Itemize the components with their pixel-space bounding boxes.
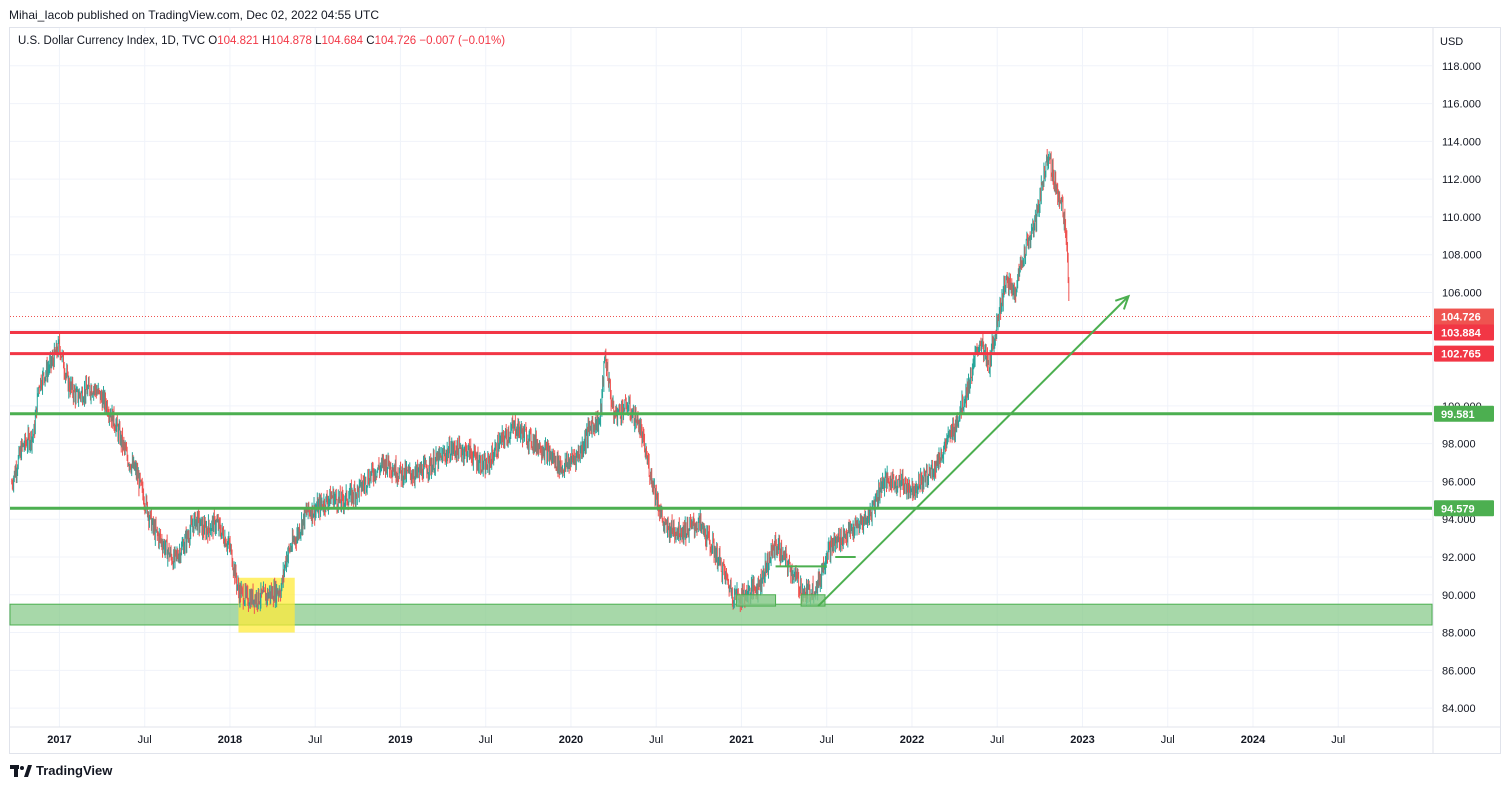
level-tag-red: 103.884 bbox=[1441, 327, 1482, 339]
last-price-tag: 104.726 bbox=[1441, 312, 1481, 324]
time-axis-tick: Jul bbox=[649, 734, 663, 746]
time-axis-tick: Jul bbox=[1161, 734, 1175, 746]
trend-arrow-head bbox=[1114, 294, 1131, 310]
base-box bbox=[735, 594, 777, 607]
time-axis-tick: 2024 bbox=[1241, 734, 1266, 746]
change-value: −0.007 (−0.01%) bbox=[419, 35, 506, 47]
time-axis-tick: 2021 bbox=[729, 734, 753, 746]
time-axis-tick: 2022 bbox=[900, 734, 924, 746]
support-zone-rect bbox=[9, 603, 1433, 626]
level-tag-red-bg bbox=[1434, 345, 1494, 362]
time-axis-tick: Jul bbox=[479, 734, 493, 746]
time-axis-tick: 2020 bbox=[559, 734, 583, 746]
open-value: 104.821 bbox=[217, 35, 259, 47]
level-tag-red-bg bbox=[1434, 324, 1494, 341]
price-axis-tick: 98.000 bbox=[1442, 439, 1476, 451]
level-tag-green-bg bbox=[1434, 405, 1494, 422]
price-axis-tick: 94.000 bbox=[1442, 514, 1476, 526]
time-axis-tick: Jul bbox=[820, 734, 834, 746]
price-axis-tick: 90.000 bbox=[1442, 590, 1476, 602]
level-tag-red: 102.765 bbox=[1441, 349, 1481, 361]
level-tag-green: 94.579 bbox=[1441, 503, 1475, 515]
low-label: L bbox=[315, 35, 322, 47]
price-axis-tick: 92.000 bbox=[1442, 552, 1476, 564]
base-box bbox=[800, 594, 826, 607]
trend-arrow-line bbox=[817, 295, 1130, 607]
high-label: H bbox=[261, 35, 271, 47]
price-axis-tick: 88.000 bbox=[1442, 628, 1476, 640]
tradingview-logo-icon bbox=[10, 764, 32, 777]
tradingview-logo[interactable]: TradingView bbox=[10, 763, 112, 778]
published-by-text: Mihai_Iacob published on TradingView.com… bbox=[9, 8, 380, 22]
time-axis-tick: 2017 bbox=[47, 734, 71, 746]
time-axis-tick: Jul bbox=[1331, 734, 1345, 746]
price-axis-tick: 106.000 bbox=[1442, 287, 1482, 299]
price-axis-tick: 84.000 bbox=[1442, 703, 1476, 715]
close-value: 104.726 bbox=[374, 35, 417, 47]
price-chart[interactable]: USD84.00086.00088.00090.00092.00094.0009… bbox=[0, 0, 1511, 760]
time-axis-tick: 2019 bbox=[388, 734, 412, 746]
symbol-legend: U.S. Dollar Currency Index, 1D, TVC O104… bbox=[18, 35, 505, 47]
open-label: O bbox=[208, 35, 218, 47]
price-axis-tick: 110.000 bbox=[1442, 212, 1481, 224]
price-axis-currency: USD bbox=[1440, 36, 1463, 48]
price-axis-tick: 114.000 bbox=[1442, 136, 1481, 148]
chart-frame[interactable] bbox=[9, 27, 1501, 754]
price-axis-tick: 118.000 bbox=[1442, 61, 1481, 73]
time-axis-tick: Jul bbox=[138, 734, 152, 746]
close-label: C bbox=[366, 35, 375, 47]
high-value: 104.878 bbox=[270, 35, 312, 47]
time-axis-tick: Jul bbox=[308, 734, 322, 746]
price-axis-tick: 116.000 bbox=[1442, 99, 1481, 111]
time-axis-tick: 2023 bbox=[1070, 734, 1094, 746]
price-axis-tick: 112.000 bbox=[1442, 174, 1481, 186]
level-tag-green-bg bbox=[1434, 500, 1494, 517]
price-axis-tick: 108.000 bbox=[1442, 250, 1482, 262]
time-axis-tick: 2018 bbox=[218, 734, 242, 746]
symbol-name: U.S. Dollar Currency Index, 1D, TVC bbox=[18, 35, 206, 47]
low-value: 104.684 bbox=[321, 35, 364, 47]
price-axis-tick: 86.000 bbox=[1442, 665, 1476, 677]
price-axis-tick: 96.000 bbox=[1442, 476, 1476, 488]
tradingview-brand-text: TradingView bbox=[36, 763, 113, 778]
time-axis-tick: Jul bbox=[990, 734, 1004, 746]
level-tag-green: 99.581 bbox=[1441, 409, 1475, 421]
